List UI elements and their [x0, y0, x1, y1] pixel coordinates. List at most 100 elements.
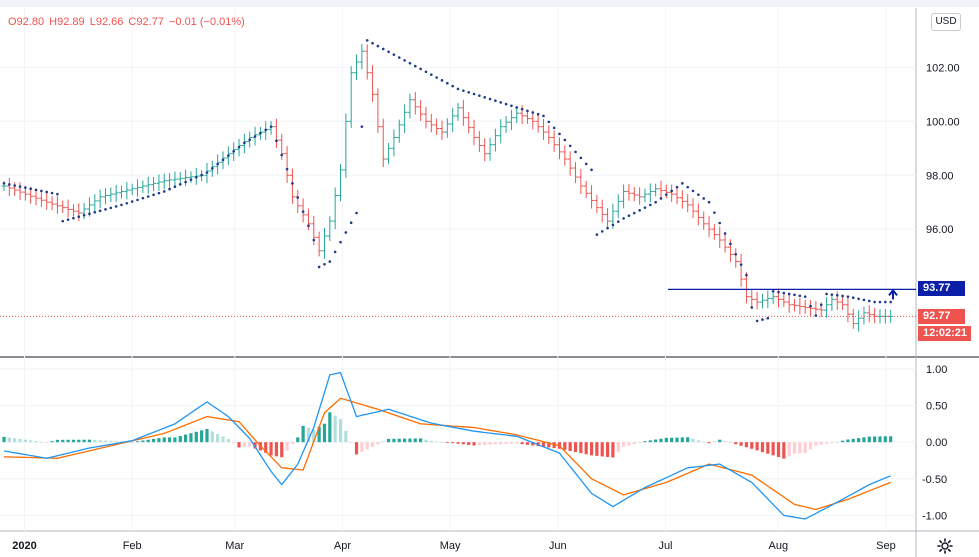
histogram-bar — [499, 442, 503, 445]
sar-dot — [328, 260, 332, 263]
sar-dot — [462, 89, 465, 92]
sar-dot — [456, 87, 460, 91]
histogram-bar — [632, 442, 636, 445]
sar-dot — [221, 158, 225, 162]
histogram-bar — [370, 442, 375, 447]
sar-dot — [643, 206, 647, 209]
histogram-bar — [280, 442, 284, 458]
histogram-bar — [718, 439, 722, 443]
sar-dot — [750, 306, 754, 309]
sar-dot — [109, 206, 113, 210]
sar-dot — [130, 200, 134, 203]
histogram-bar — [568, 442, 572, 451]
histogram-bar — [702, 441, 706, 443]
sar-dot — [120, 203, 123, 207]
histogram-bar — [835, 441, 839, 443]
histogram-bar — [333, 415, 337, 443]
histogram-bar — [34, 441, 38, 443]
sar-dot — [814, 314, 818, 317]
currency-button[interactable]: USD — [931, 13, 961, 31]
sar-dot — [632, 211, 636, 215]
time-tick-label: Jul — [658, 540, 672, 552]
price-tick-label: 96.00 — [926, 224, 954, 236]
macd-tick-label: -1.00 — [922, 510, 947, 522]
histogram-bar — [173, 437, 177, 443]
histogram-bar — [296, 437, 300, 443]
histogram-bar — [77, 439, 81, 443]
sar-dot — [72, 216, 75, 220]
sar-dot — [723, 232, 727, 235]
histogram-bar — [194, 431, 198, 443]
histogram-bar — [2, 436, 6, 443]
sar-dot — [98, 209, 102, 213]
sar-dot — [178, 183, 182, 186]
histogram-bar — [883, 436, 887, 443]
histogram-bar — [13, 438, 17, 443]
sar-dot — [93, 210, 97, 214]
histogram-bar — [563, 442, 567, 450]
sar-dot — [397, 56, 401, 59]
sar-dot — [536, 112, 540, 116]
sar-dot — [777, 290, 780, 294]
histogram-bar — [525, 442, 530, 445]
histogram-bar — [232, 442, 236, 444]
histogram-bar — [226, 439, 230, 443]
sar-dot — [638, 209, 641, 212]
alert-price-tag[interactable]: 93.77 — [918, 281, 965, 297]
histogram-bar — [397, 438, 401, 443]
sar-dot — [734, 252, 738, 256]
histogram-bar — [184, 434, 188, 443]
sar-dot — [173, 185, 177, 189]
histogram-bar — [29, 440, 33, 443]
sar-dot — [451, 84, 454, 88]
sar-dot — [403, 59, 406, 62]
histogram-bar — [349, 442, 353, 443]
histogram-bar — [605, 442, 610, 457]
histogram-bar — [654, 439, 658, 443]
histogram-bar — [354, 442, 359, 455]
histogram-bar — [146, 439, 150, 443]
sar-dot — [873, 300, 876, 304]
sar-dot — [435, 76, 438, 79]
sar-dot — [600, 230, 604, 233]
histogram-bar — [221, 436, 225, 443]
histogram-bar — [873, 436, 877, 443]
sar-dot — [622, 217, 625, 220]
sar-dot — [419, 67, 422, 71]
time-tick-label: Jun — [549, 540, 567, 552]
sar-dot — [793, 293, 796, 297]
histogram-bar — [167, 437, 172, 443]
histogram-bar — [264, 442, 268, 453]
histogram-bar — [648, 440, 652, 443]
sar-dot — [595, 233, 599, 236]
sar-dot — [194, 175, 198, 179]
histogram-bar — [889, 436, 893, 443]
sar-dot — [590, 168, 593, 172]
histogram-bar — [696, 440, 700, 443]
histogram-bar — [317, 426, 321, 443]
sar-dot — [141, 196, 145, 200]
sar-dot — [424, 70, 428, 74]
sar-dot — [665, 193, 668, 196]
gear-icon[interactable] — [935, 536, 955, 556]
sar-dot — [205, 171, 209, 174]
histogram-bar — [504, 442, 508, 444]
sar-dot — [216, 162, 219, 166]
histogram-bar — [87, 439, 92, 443]
sar-dot — [499, 101, 503, 104]
histogram-bar — [312, 429, 316, 443]
histogram-bar — [728, 442, 733, 443]
sar-dot — [40, 189, 43, 193]
sar-dot — [520, 107, 524, 111]
histogram-bar — [451, 442, 455, 444]
histogram-bar — [787, 442, 791, 457]
histogram-bar — [584, 442, 588, 455]
histogram-bar — [322, 423, 327, 443]
histogram-bar — [638, 442, 642, 443]
histogram-bar — [381, 441, 385, 443]
sar-dot — [440, 79, 444, 82]
sar-dot — [157, 191, 161, 195]
histogram-bar — [675, 437, 679, 443]
histogram-bar — [483, 442, 487, 445]
